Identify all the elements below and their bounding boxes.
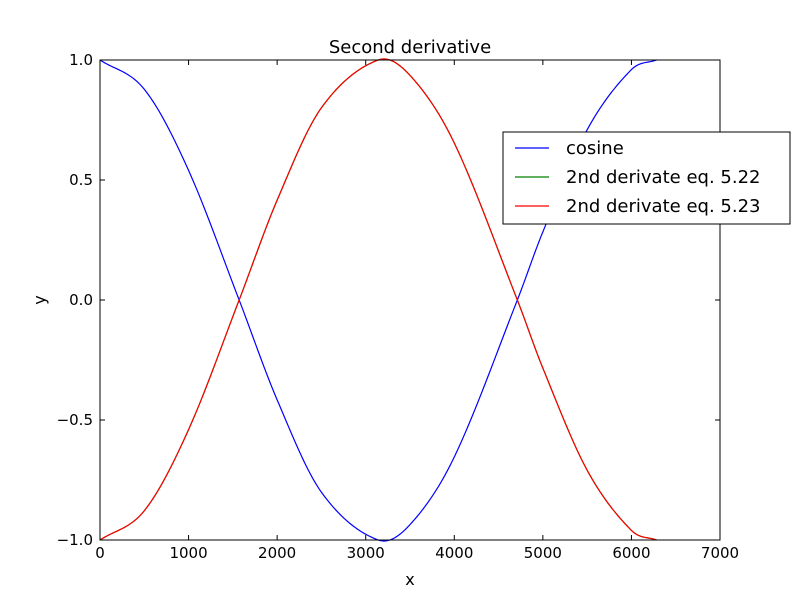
legend-box — [502, 131, 791, 225]
series-line — [99, 58, 657, 541]
x-tick-label: 7000 — [701, 544, 739, 562]
x-tick-label: 0 — [95, 544, 105, 562]
y-axis-label: y — [30, 295, 49, 304]
legend-items: cosine 2nd derivate eq. 5.22 2nd derivate … — [515, 138, 760, 217]
y-tick-label: 1.0 — [69, 51, 93, 69]
y-tick-label: 0.5 — [69, 171, 93, 189]
x-tick-label: 6000 — [612, 544, 650, 562]
y-tick-label: 0.0 — [69, 291, 93, 309]
x-axis-ticks: 0 1000 2000 3000 4000 5000 6000 7000 — [95, 60, 739, 562]
y-tick-label: −0.5 — [57, 411, 93, 429]
legend-label: cosine — [566, 138, 624, 159]
legend: cosine 2nd derivate eq. 5.22 2nd derivate … — [502, 131, 791, 225]
legend-label: 2nd derivate eq. 5.22 — [566, 167, 760, 188]
y-tick-label: −1.0 — [57, 531, 93, 549]
legend-label: 2nd derivate eq. 5.23 — [566, 196, 760, 217]
x-tick-label: 5000 — [524, 544, 562, 562]
x-tick-label: 3000 — [347, 544, 385, 562]
x-tick-label: 4000 — [435, 544, 473, 562]
x-tick-label: 2000 — [258, 544, 296, 562]
chart-title: Second derivative — [329, 37, 491, 58]
x-tick-label: 1000 — [169, 544, 207, 562]
x-axis-label: x — [405, 570, 414, 589]
y-axis-ticks: −1.0 −0.5 0.0 0.5 1.0 — [57, 51, 720, 549]
